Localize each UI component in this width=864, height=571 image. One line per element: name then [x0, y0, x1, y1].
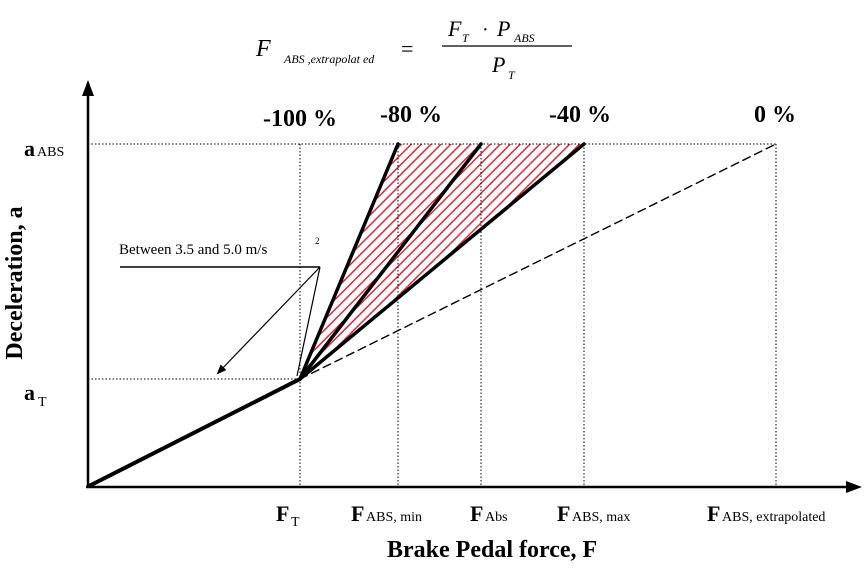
initial-ramp-line	[87, 377, 302, 488]
percent-labels: -100 % -80 % -40 % 0 %	[263, 102, 796, 132]
label-minus-40: -40 %	[549, 102, 611, 128]
a-t-label-sub: T	[38, 395, 47, 410]
y-axis-arrow	[82, 80, 94, 96]
f-abs-label-sub: Abs	[485, 510, 508, 525]
annotation-text: Between 3.5 and 5.0 m/s	[119, 242, 267, 258]
formula: F ABS ,extrapolat ed = F T · P ABS P T	[255, 16, 572, 82]
x-axis-title: Brake Pedal force, F	[387, 537, 597, 563]
line-minus-100	[298, 142, 400, 381]
f-t-label-sub: T	[291, 515, 300, 530]
x-tick-labels: F T F ABS, min F Abs F ABS, max F ABS, e…	[276, 501, 825, 530]
a-abs-label-sub: ABS	[37, 145, 64, 160]
formula-num-f: F	[447, 16, 462, 41]
guide-lines	[88, 143, 777, 486]
formula-lhs: F	[255, 36, 271, 62]
line-minus-80	[298, 142, 483, 381]
f-abs-min-label: F	[351, 501, 364, 526]
y-tick-labels: a ABS a T	[24, 136, 64, 410]
curves	[87, 142, 777, 488]
formula-num-f-sub: T	[462, 31, 470, 45]
formula-den-p: P	[491, 52, 505, 77]
annotation: Between 3.5 and 5.0 m/s 2	[119, 236, 321, 377]
f-t-label: F	[276, 501, 289, 526]
formula-dot: ·	[482, 19, 489, 41]
a-t-label: a	[24, 380, 35, 405]
label-zero: 0 %	[754, 102, 796, 128]
f-abs-label: F	[470, 501, 483, 526]
axes	[82, 80, 862, 493]
line-zero-extrapolated	[299, 143, 777, 380]
formula-num-p: P	[496, 16, 510, 41]
x-axis-arrow	[846, 481, 862, 493]
f-abs-extrapolated-label: F	[707, 501, 720, 526]
label-minus-100: -100 %	[263, 106, 337, 132]
f-abs-max-label: F	[557, 501, 570, 526]
annotation-arrow	[216, 266, 321, 375]
a-abs-label: a	[24, 136, 35, 161]
formula-equals: =	[401, 36, 413, 61]
f-abs-max-label-sub: ABS, max	[572, 510, 630, 525]
formula-lhs-sub: ABS ,extrapolat ed	[283, 52, 375, 66]
y-axis-title: Deceleration, a	[2, 206, 28, 359]
annotation-superscript: 2	[315, 236, 320, 246]
label-minus-80: -80 %	[380, 102, 442, 128]
annotation-pointer-to-ft	[296, 266, 321, 377]
f-abs-extrapolated-label-sub: ABS, extrapolated	[722, 510, 825, 525]
formula-den-p-sub: T	[508, 68, 516, 82]
line-minus-40	[298, 142, 586, 381]
formula-num-p-sub: ABS	[513, 31, 535, 45]
f-abs-min-label-sub: ABS, min	[366, 510, 422, 525]
